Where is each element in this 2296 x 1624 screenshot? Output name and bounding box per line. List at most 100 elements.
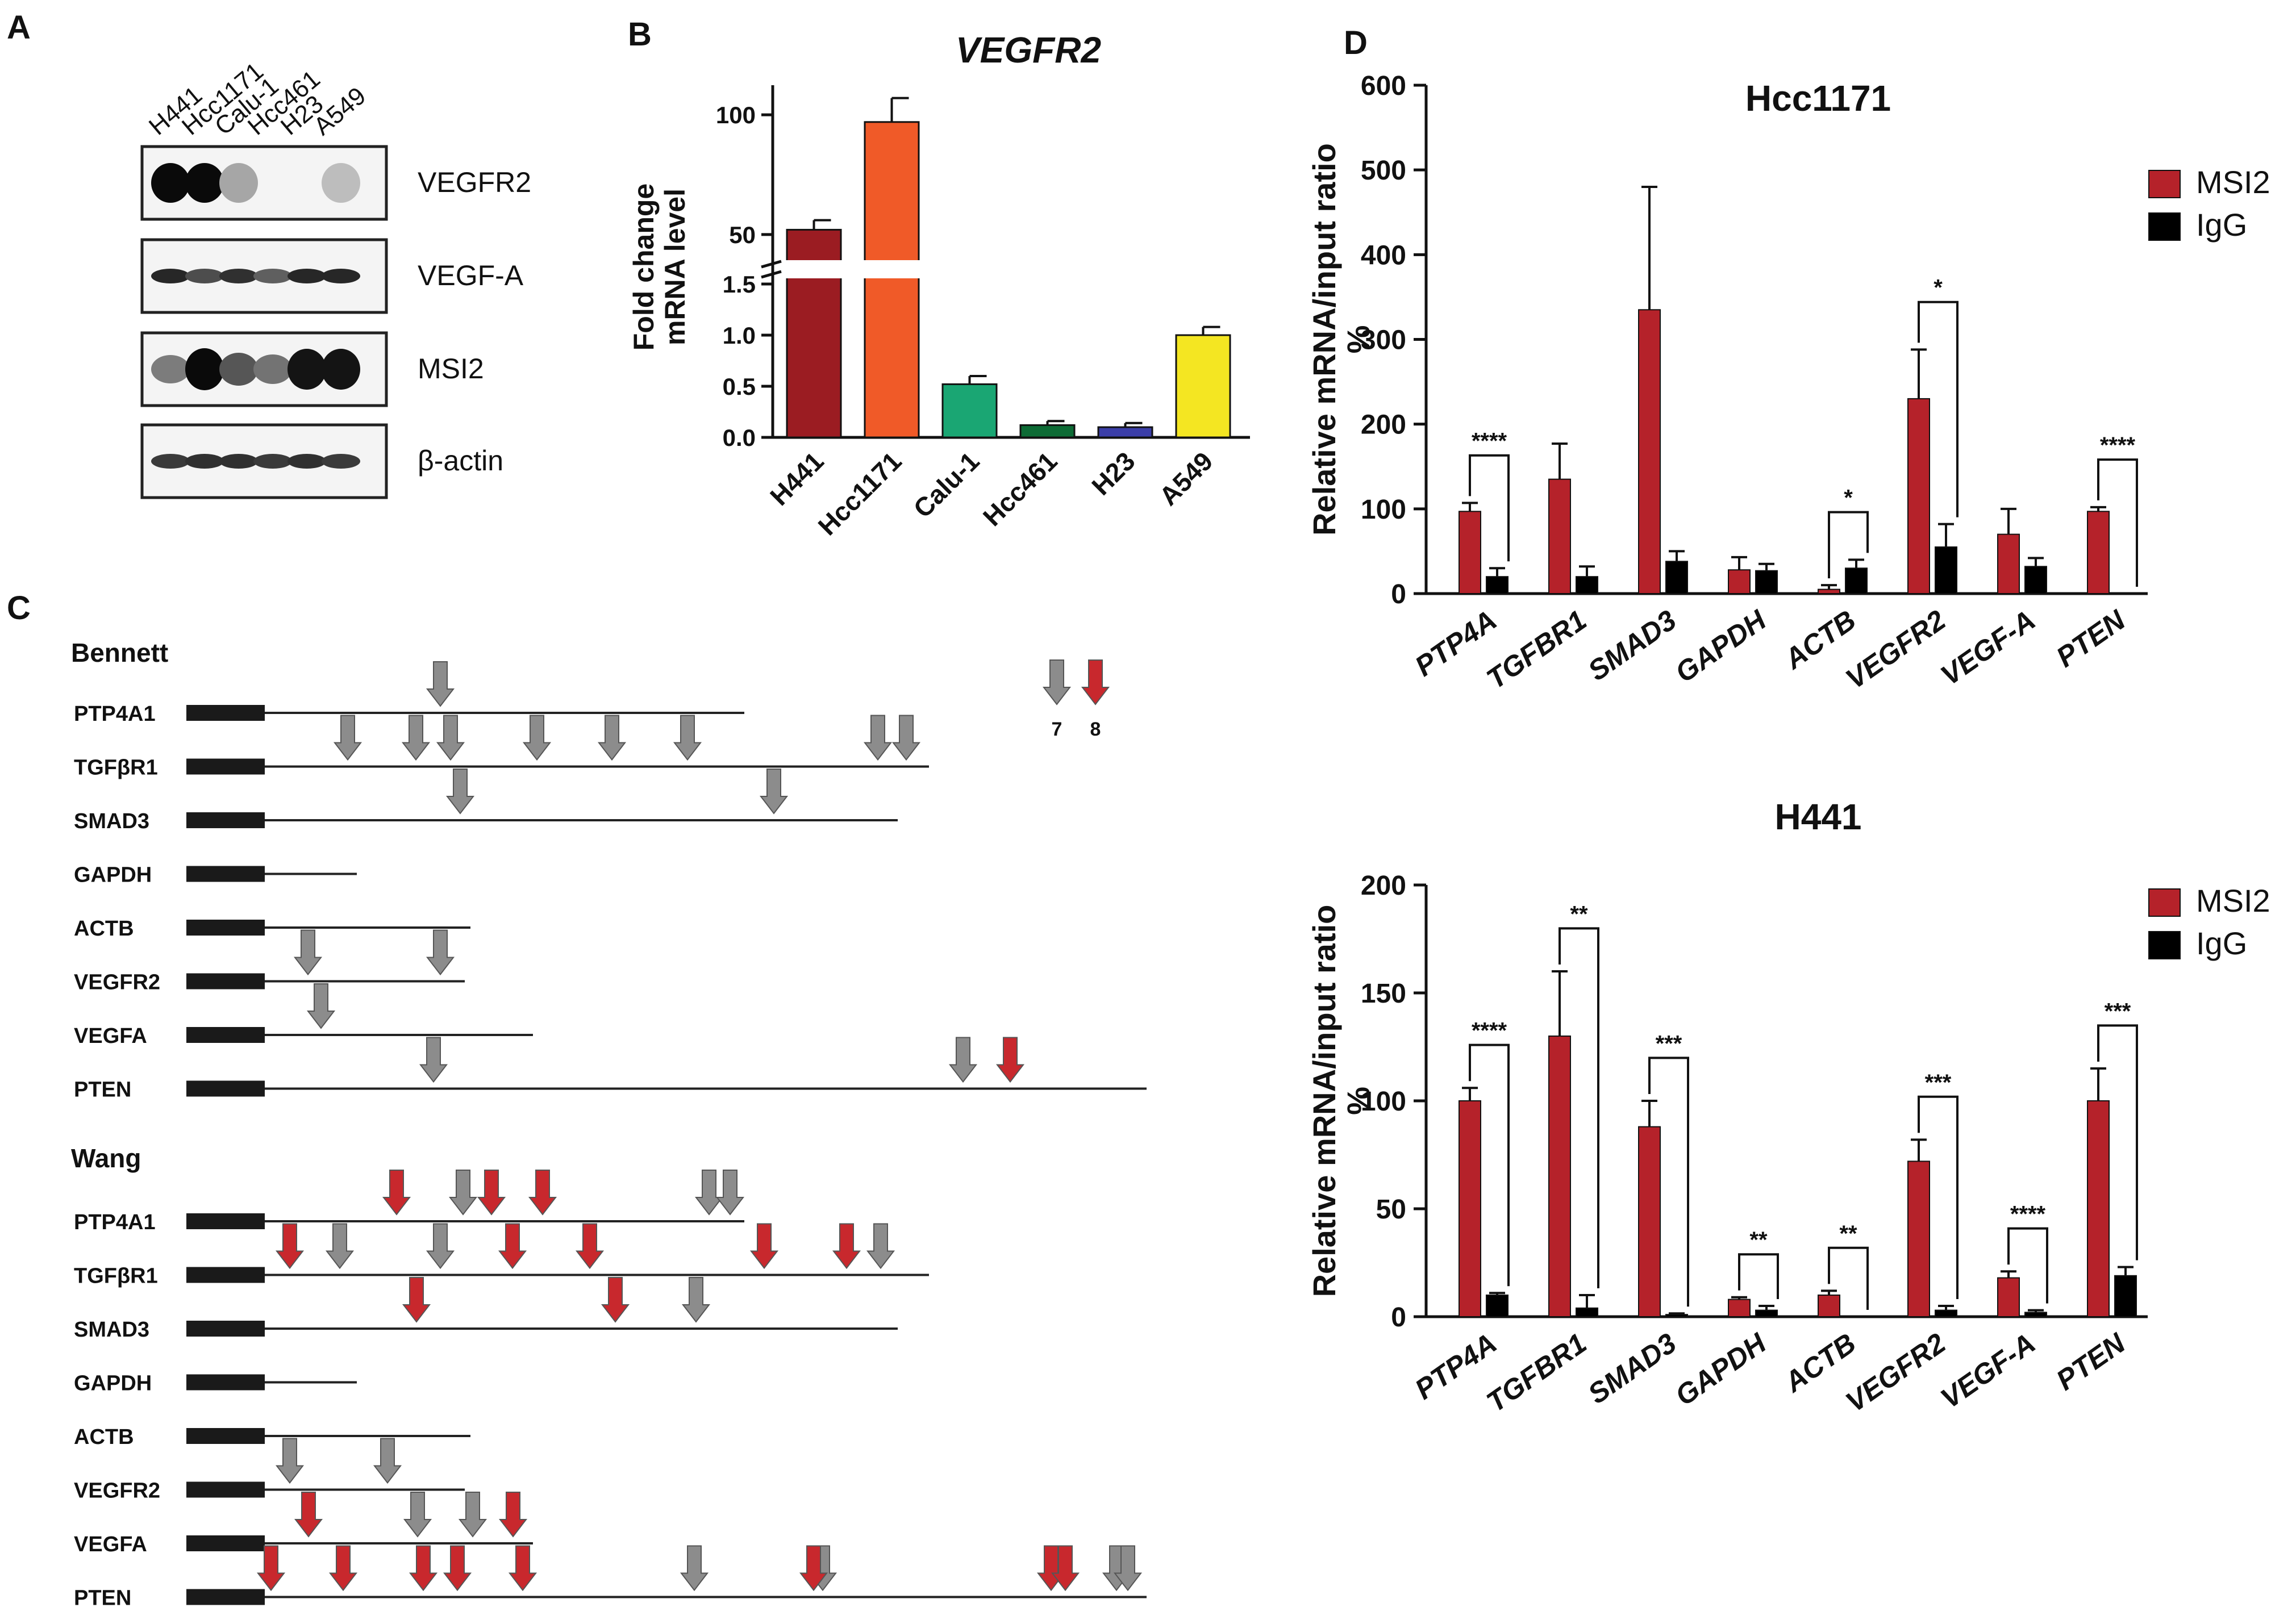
gene-coding-block [186,812,265,828]
gene-coding-block [186,1374,265,1391]
bar-msi2 [1548,1036,1571,1317]
gene-label: TGFβR1 [74,756,158,780]
gene-coding-block [186,1481,265,1498]
binding-site-arrow-red [498,1223,527,1270]
bar-msi2 [1548,478,1571,594]
binding-site-arrow-gray [448,1170,478,1216]
bar-msi2 [1728,1299,1751,1318]
panel-d-hcc1171-chart: Hcc1171 Relative mRNA/input ratio% 0 100 200… [1306,71,2270,695]
x-tick-label: Hcc461 [977,446,1063,532]
bar-break-gap [861,260,922,278]
legend-arrow-number: 8 [1090,719,1101,740]
legend-swatch-igg [2148,931,2181,959]
y-tick-label: 400 [1361,240,1406,270]
x-tick-label: VEGF-A [1935,604,2041,691]
gene-coding-block [186,1589,265,1605]
binding-site-arrow-gray [866,1223,895,1270]
significance-label: * [1844,486,1853,511]
binding-site-arrow-gray [891,715,921,761]
x-tick-label: Calu-1 [907,446,985,523]
x-tick-label: TGFBR1 [1481,604,1592,695]
gene-label: PTP4A1 [74,1210,156,1234]
y-tick-label: 1.5 [723,271,756,298]
gene-coding-block [186,1428,265,1444]
gene-coding-block [186,1080,265,1097]
panel-letter-a: A [7,9,31,46]
blot-band [185,454,224,469]
bar-break-gap [784,260,844,278]
binding-site-arrow-gray [293,929,323,976]
bar-igg [1755,1309,1778,1318]
chart-title: Hcc1171 [1745,78,1891,119]
gene-label: PTP4A1 [74,702,156,726]
panel-letter-c: C [7,590,31,627]
group-title: Wang [71,1143,141,1173]
significance-bracket [1828,1246,1869,1310]
binding-site-arrow-gray [401,715,431,761]
x-tick-label: H23 [1086,446,1140,500]
blot-protein-label: β-actin [418,445,503,477]
binding-site-arrow-red [575,1223,605,1270]
blot-band [219,454,258,469]
gene-label: ACTB [74,917,134,941]
gene-coding-block [186,973,265,990]
bar-igg [1486,576,1509,595]
y-tick-label: 0.5 [723,373,756,400]
significance-label: **** [1472,1018,1507,1043]
blot-band [151,269,190,283]
binding-site-arrow-red [498,1492,528,1538]
bar-igg [1576,1307,1598,1318]
blot-band [253,269,292,283]
gene-label: GAPDH [74,863,152,887]
y-axis-label-line-2: mRNA level [659,189,691,345]
binding-site-arrow-gray [325,1223,355,1270]
binding-site-arrow-gray [694,1170,724,1216]
gene-coding-block [186,1213,265,1229]
binding-site-arrow-gray [426,929,455,976]
x-tick-label: VEGFR2 [1840,604,1951,695]
binding-site-arrow-gray [426,661,455,707]
blot-band [151,163,190,203]
binding-site-arrow-red [995,1037,1025,1083]
significance-label: * [1934,275,1943,300]
binding-site-arrow-red [328,1545,358,1592]
binding-site-arrow-red [528,1170,557,1216]
binding-site-arrow-gray [863,715,893,761]
panel-letter-d: D [1344,24,1368,61]
y-tick-label: 600 [1361,71,1406,101]
x-tick-label: H441 [764,446,830,511]
binding-site-arrow-gray [333,715,362,761]
bar-igg [1576,576,1598,595]
gene-coding-block [186,1267,265,1283]
gene-label: SMAD3 [74,809,149,833]
bar-msi2 [1818,1295,1840,1317]
binding-site-arrow-gray [948,1037,978,1083]
bar-igg [1935,1309,1957,1318]
y-tick-label: 150 [1361,979,1406,1009]
significance-bracket [1469,454,1510,562]
binding-site-arrow-red [832,1223,861,1270]
legend-swatch-igg [2148,212,2181,241]
legend-label: MSI2 [2196,883,2270,919]
significance-label: ** [1839,1221,1857,1246]
significance-label: *** [1656,1031,1682,1056]
binding-site-arrow-gray [403,1492,432,1538]
legend-label: IgG [2196,207,2247,243]
x-tick-label: SMAD3 [1582,604,1682,687]
gene-coding-block [186,705,265,721]
bar-igg [1935,546,1957,594]
blot-band [185,348,224,390]
x-tick-label: SMAD3 [1582,1327,1682,1410]
blot-protein-label: VEGFR2 [418,166,531,198]
bar [1175,334,1231,439]
bar [1097,426,1153,439]
bar-msi2 [1907,1160,1930,1318]
binding-site-arrow-gray [673,715,702,761]
significance-bracket [2007,1227,2048,1304]
bar [864,121,920,439]
blot-band [287,454,326,469]
gene-label: ACTB [74,1425,134,1449]
y-tick-label: 100 [1361,1087,1406,1117]
x-tick-label: PTEN [2051,1327,2131,1397]
